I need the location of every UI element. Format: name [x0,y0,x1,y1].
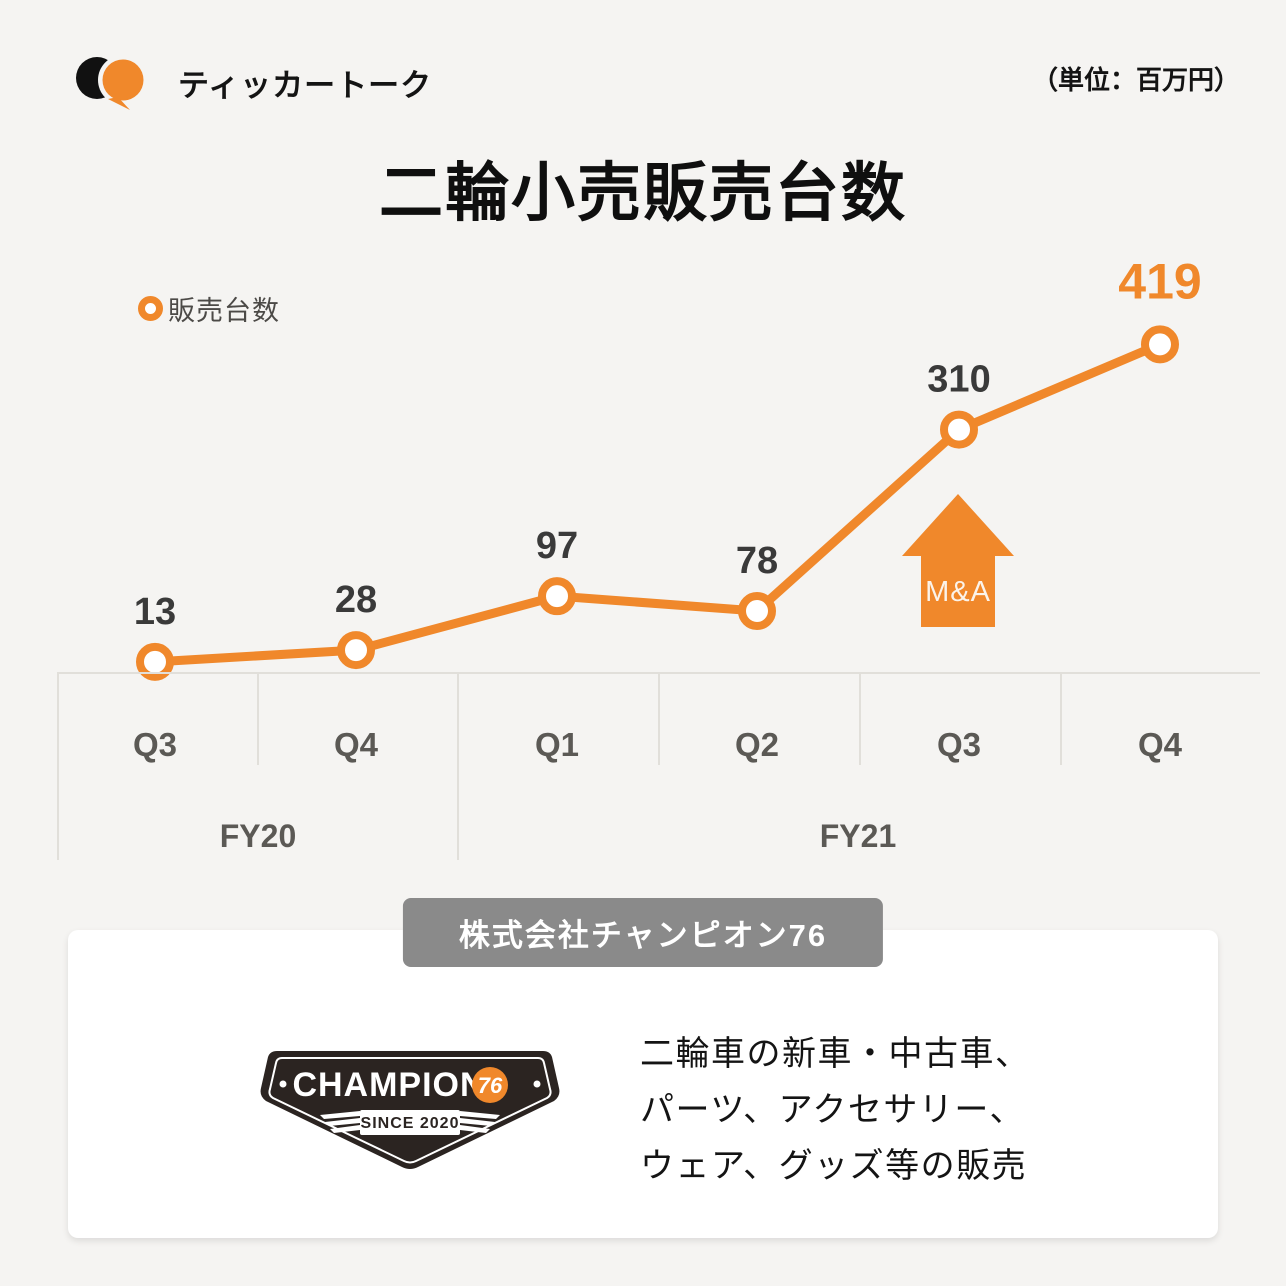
fiscal-year-fy20: FY20 [219,818,297,854]
ma-annotation-arrow: M&A [902,494,1014,627]
x-tick-q4-fy20: Q4 [333,726,379,763]
speech-bubbles-icon [76,55,148,110]
axis-separator [859,672,861,765]
logo-since: SINCE 2020 [361,1115,460,1132]
description-line: パーツ、アクセサリー、 [640,1091,1026,1129]
logo-number: 76 [478,1073,503,1098]
x-tick-q4-fy21: Q4 [1137,726,1183,763]
company-name-badge: 株式会社チャンピオン76 [402,898,884,967]
value-label: 419 [1118,253,1201,309]
value-label: 78 [736,540,778,582]
x-tick-q1-fy21: Q1 [534,726,580,763]
axis-separator [1060,672,1062,765]
axis-separator-fy-boundary [457,672,459,860]
logo-right-dot [533,1080,541,1088]
logo-wordmark: CHAMPION [292,1066,485,1104]
unit-note: （単位：百万円） [1031,65,1240,95]
logo-76-circle [472,1067,508,1103]
value-label: 13 [134,591,176,633]
legend-label: 販売台数 [168,296,280,326]
axis-separator [257,672,259,765]
chart-line [150,339,1165,667]
up-arrow-icon [902,494,1014,627]
x-tick-q2-fy21: Q2 [734,726,780,763]
data-point [738,592,776,631]
value-label: 97 [536,525,578,567]
data-point [136,642,174,681]
ma-annotation-label: M&A [925,576,991,608]
chart-points: 13 28 97 78 310 419 [134,253,1202,681]
description-line: 二輪車の新車・中古車、 [640,1035,1031,1073]
x-tick-q3-fy21: Q3 [936,726,982,763]
logo-left-dot [279,1080,287,1088]
axis-separator [57,672,59,860]
sales-line-chart: M&A 13 28 97 78 310 419 [134,253,1202,681]
value-label: 28 [335,579,377,621]
company-card: CHAMPION 76 SINCE 2020 二輪車の新車・中古車、 パーツ、ア… [68,930,1218,1238]
legend: 販売台数 [138,289,280,328]
axis-separator [658,672,660,765]
x-tick-q3-fy20: Q3 [132,726,178,763]
data-point [1141,325,1179,364]
logo-wings [320,1111,500,1133]
brand-name: ティッカートーク [178,68,433,103]
company-description: 二輪車の新車・中古車、 パーツ、アクセサリー、 ウェア、グッズ等の販売 [640,1026,1031,1194]
value-label: 310 [927,359,990,401]
data-point [337,631,375,670]
champion76-logo: CHAMPION 76 SINCE 2020 [260,1051,560,1169]
legend-marker-icon [138,296,163,321]
page-title: 二輪小売販売台数 [379,157,907,229]
data-point [940,410,978,449]
data-point [538,577,576,616]
description-line: ウェア、グッズ等の販売 [640,1147,1028,1185]
fiscal-year-fy21: FY21 [819,818,897,854]
